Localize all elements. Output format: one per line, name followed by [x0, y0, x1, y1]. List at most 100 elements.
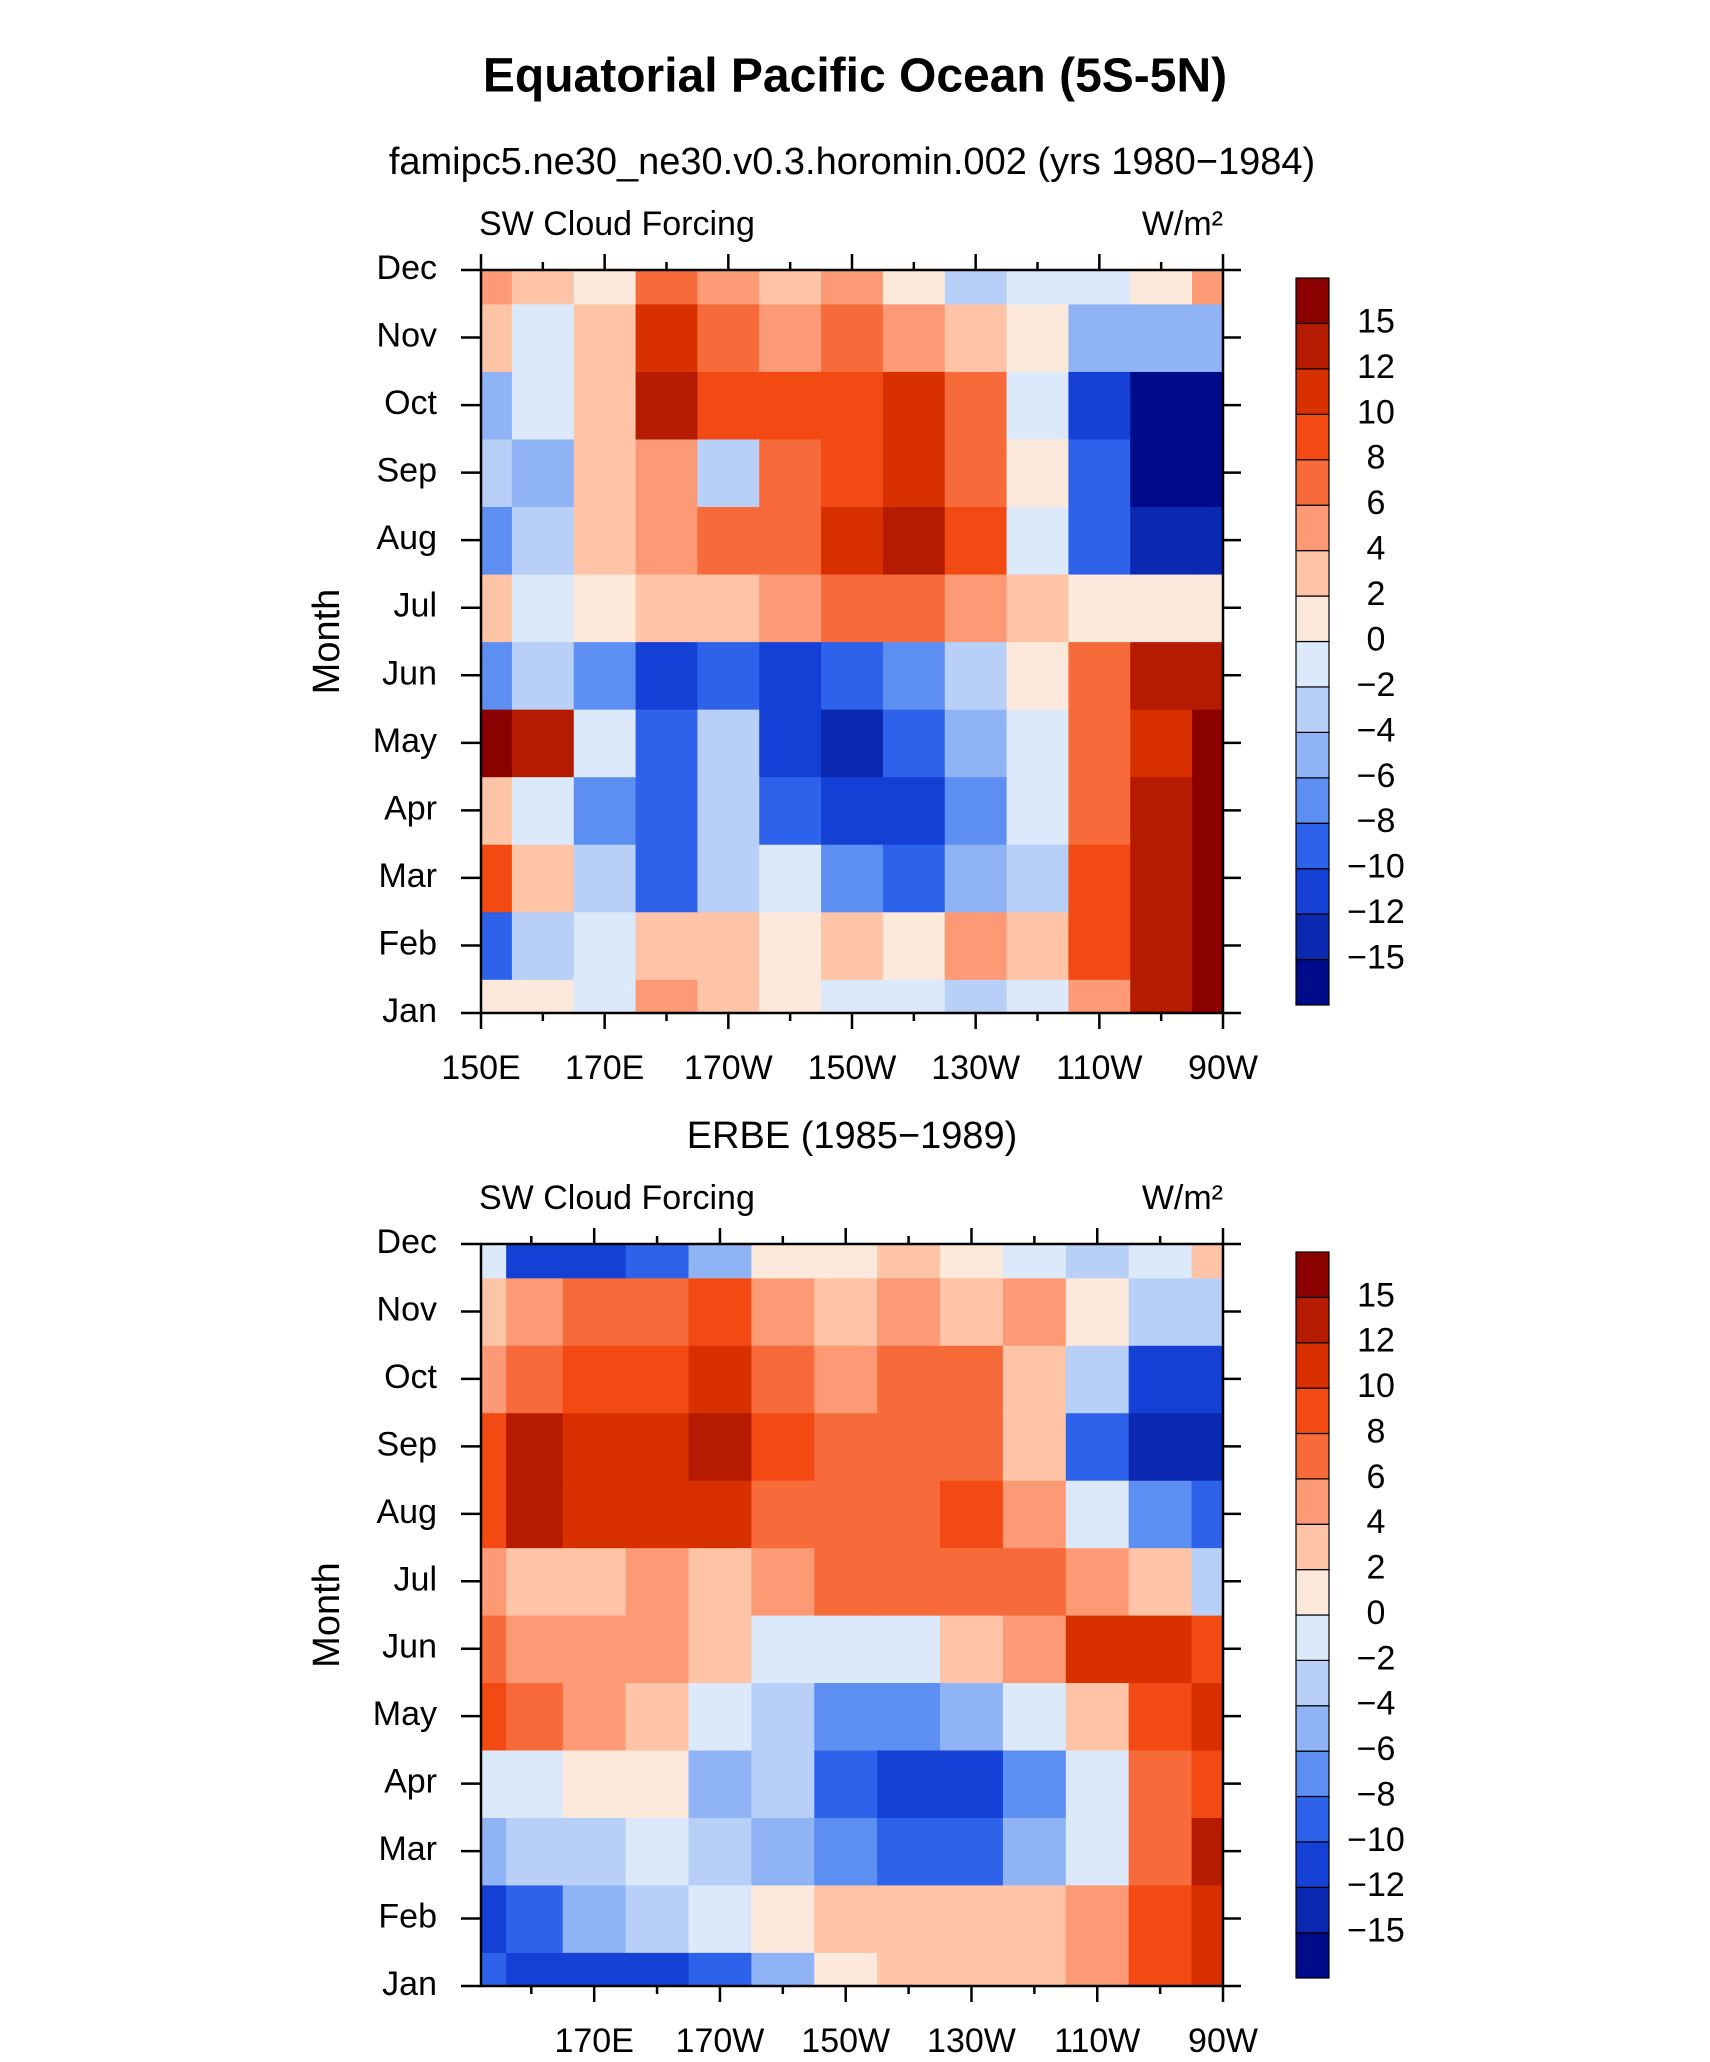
- contour-cell: [1068, 371, 1131, 440]
- contour-cell: [697, 573, 760, 643]
- contour-cell: [1128, 1345, 1193, 1414]
- contour-cell: [877, 1884, 941, 1953]
- x-tick-label: 90W: [1188, 2022, 1258, 2060]
- contour-cell: [635, 270, 699, 305]
- y-tick-label: Nov: [377, 1290, 437, 1328]
- contour-cell: [511, 641, 575, 710]
- contour-cell: [635, 844, 699, 913]
- contour-cell: [1006, 776, 1070, 845]
- contour-cell: [481, 1817, 507, 1886]
- contour-cell: [511, 506, 575, 575]
- contour-cell: [821, 844, 884, 913]
- contour-cell: [573, 709, 637, 778]
- contour-cell: [1068, 641, 1131, 710]
- contour-cell: [759, 776, 822, 845]
- colorbar-swatch: [1295, 1932, 1330, 1979]
- x-tick-label: 150W: [808, 1049, 897, 1087]
- contour-cell: [751, 1480, 815, 1549]
- contour-cell: [481, 709, 513, 778]
- colorbar-swatch: [1295, 1886, 1330, 1934]
- contour-cell: [1128, 1749, 1193, 1818]
- contour-cell: [1006, 844, 1070, 913]
- contour-cell: [697, 641, 760, 710]
- contour-cell: [882, 573, 946, 643]
- contour-cell: [882, 911, 946, 980]
- colorbar-label: −15: [1347, 1912, 1405, 1950]
- y-tick-label: Nov: [377, 317, 437, 355]
- contour-cell: [573, 270, 637, 305]
- contour-cell: [481, 1884, 507, 1953]
- y-tick-label: Mar: [378, 857, 437, 895]
- contour-cell: [625, 1884, 690, 1953]
- colorbar-label: −8: [1357, 802, 1396, 840]
- contour-cell: [481, 573, 513, 643]
- contour-cell: [1191, 1244, 1223, 1279]
- contour-cell: [511, 776, 575, 845]
- contour-cell: [1191, 1749, 1223, 1818]
- contour-cell: [562, 1547, 627, 1616]
- contour-cell: [688, 1615, 752, 1684]
- contour-cell: [759, 506, 822, 575]
- colorbar-label: −10: [1347, 1821, 1405, 1859]
- contour-cell: [625, 1952, 690, 1986]
- colorbar-label: 10: [1357, 393, 1395, 431]
- colorbar-label: 15: [1357, 302, 1395, 340]
- contour-cell: [877, 1412, 941, 1481]
- contour-cell: [821, 641, 884, 710]
- contour-cell: [1006, 709, 1070, 778]
- contour-cell: [882, 979, 946, 1013]
- contour-cell: [1002, 1412, 1067, 1481]
- contour-cell: [759, 911, 822, 980]
- contour-cell: [573, 911, 637, 980]
- subtitle: ERBE (1985−1989): [687, 1115, 1018, 1157]
- contour-cell: [821, 911, 884, 980]
- contour-cell: [751, 1547, 815, 1616]
- contour-cell: [481, 1952, 507, 1986]
- contour-cell: [511, 573, 575, 643]
- contour-cell: [1068, 844, 1131, 913]
- contour-cell: [1128, 1682, 1193, 1751]
- contour-cell: [506, 1817, 564, 1886]
- contour-cell: [1068, 438, 1131, 508]
- y-tick-label: Jul: [394, 587, 437, 625]
- contour-cell: [1068, 709, 1131, 778]
- y-tick-label: Feb: [378, 1898, 437, 1936]
- contour-cell: [688, 1412, 752, 1481]
- contour-cell: [1130, 270, 1193, 305]
- contour-cell: [1128, 1244, 1193, 1279]
- contour-cell: [1065, 1480, 1130, 1549]
- x-tick-label: 110W: [1054, 2022, 1140, 2060]
- contour-cell: [697, 270, 760, 305]
- contour-cell: [1192, 573, 1223, 643]
- contour-cell: [481, 979, 513, 1013]
- contour-cell: [1065, 1817, 1130, 1886]
- contour-cell: [814, 1952, 878, 1986]
- colorbar-label: −2: [1357, 666, 1396, 704]
- colorbar-swatch: [1295, 322, 1330, 370]
- contour-cell: [506, 1749, 564, 1818]
- contour-cell: [511, 270, 575, 305]
- contour-cell: [1068, 776, 1131, 845]
- contour-cell: [1128, 1884, 1193, 1953]
- contour-cell: [697, 844, 760, 913]
- y-tick-label: Dec: [377, 249, 437, 287]
- contour-cell: [940, 1244, 1004, 1279]
- colorbar-swatch: [1295, 868, 1330, 915]
- contour-cell: [759, 844, 822, 913]
- contour-cell: [481, 303, 513, 372]
- figure-title: Equatorial Pacific Ocean (5S-5N): [483, 50, 1227, 103]
- colorbar-swatch: [1295, 1432, 1330, 1480]
- contour-cell: [573, 506, 637, 575]
- contour-cell: [1192, 303, 1223, 372]
- contour-cell: [944, 709, 1008, 778]
- contour-cell: [940, 1817, 1004, 1886]
- contour-cell: [821, 776, 884, 845]
- contour-cell: [1130, 844, 1193, 913]
- contour-cell: [1002, 1547, 1067, 1616]
- contour-cell: [814, 1817, 878, 1886]
- contour-cell: [697, 506, 760, 575]
- x-tick-label: 170W: [684, 1049, 773, 1087]
- contour-cell: [506, 1277, 564, 1346]
- contour-cell: [1130, 438, 1193, 508]
- x-tick-label: 170E: [554, 2022, 633, 2060]
